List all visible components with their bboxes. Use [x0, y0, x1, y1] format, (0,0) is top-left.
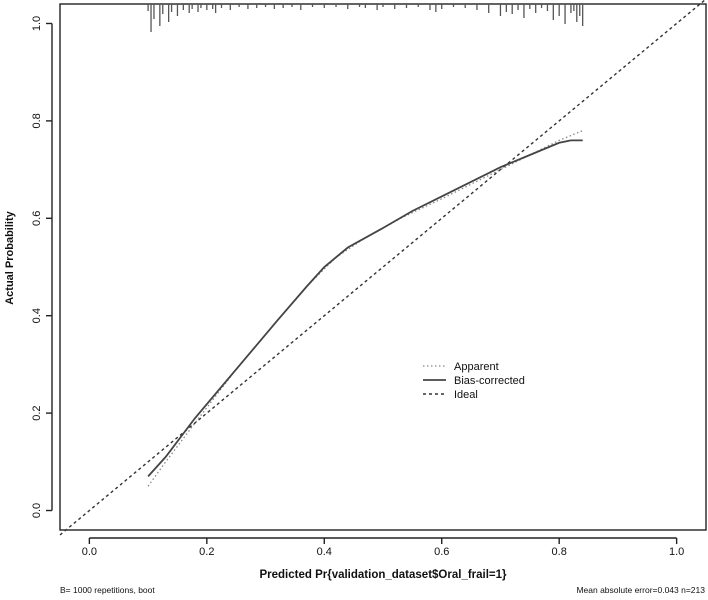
ideal-line: [59, 0, 707, 536]
x-axis-label: Predicted Pr{validation_dataset$Oral_fra…: [259, 569, 507, 581]
y-axis: 0.0 0.2 0.4 0.6 0.8 1.0: [31, 16, 53, 518]
legend-label: Bias-corrected: [454, 375, 525, 387]
x-tick-label: 0.2: [199, 546, 214, 558]
ideal-layer: [59, 0, 707, 536]
y-axis-label: Actual Probability: [4, 210, 16, 304]
legend-label: Ideal: [454, 389, 478, 401]
series-layer: [147, 130, 583, 487]
x-tick-label: 0.4: [317, 546, 332, 558]
legend-label: Apparent: [454, 361, 499, 373]
apparent-line: [147, 130, 583, 487]
x-tick-label: 0.0: [82, 546, 97, 558]
y-tick-label: 1.0: [31, 16, 43, 31]
bias-corrected-line: [147, 139, 583, 478]
plot-frame: [59, 3, 707, 531]
x-tick-label: 0.8: [552, 546, 567, 558]
rug-layer: [147, 4, 584, 32]
x-axis: 0.0 0.2 0.4 0.6 0.8 1.0: [82, 537, 684, 558]
footnote-right: Mean absolute error=0.043 n=213: [576, 585, 705, 595]
y-tick-label: 0.4: [31, 308, 43, 323]
footnote-left: B= 1000 repetitions, boot: [60, 585, 155, 595]
y-tick-label: 0.0: [31, 503, 43, 518]
y-tick-label: 0.6: [31, 211, 43, 226]
x-tick-label: 0.6: [434, 546, 449, 558]
y-tick-label: 0.8: [31, 113, 43, 128]
y-tick-label: 0.2: [31, 405, 43, 420]
x-tick-label: 1.0: [669, 546, 684, 558]
legend: Apparent Bias-corrected Ideal: [423, 361, 525, 401]
